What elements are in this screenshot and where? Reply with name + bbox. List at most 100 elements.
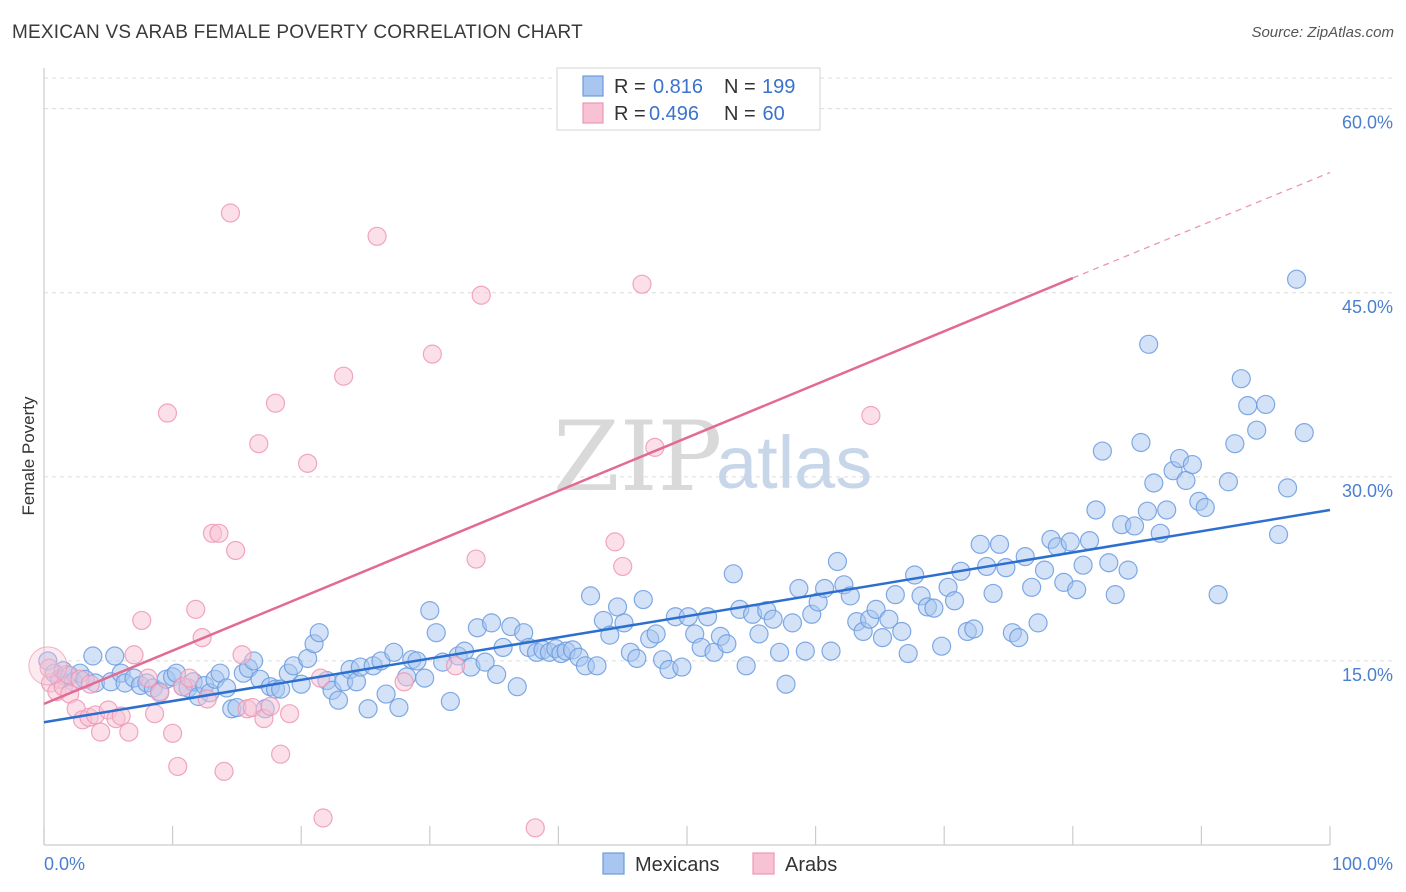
point-mexicans-163 (1060, 532, 1080, 552)
point-mexicans-178 (1157, 500, 1177, 520)
legend-n-value-1: 199 (762, 76, 795, 98)
point-mexicans-189 (1238, 396, 1258, 416)
y-axis-label: Female Poverty (19, 396, 38, 516)
y-tick-label-0: 15.0% (1342, 665, 1393, 685)
point-arabs-38 (271, 744, 291, 764)
point-mexicans-9 (83, 646, 103, 666)
point-arabs-40 (298, 453, 318, 473)
legend-n-value-2: 60 (757, 103, 785, 125)
point-arabs-25 (197, 689, 217, 709)
legend-n-label-2: N = (724, 103, 761, 125)
legend-r-label-1: R = (614, 76, 651, 98)
point-mexicans-148 (964, 619, 984, 639)
point-mexicans-156 (1015, 547, 1035, 567)
point-mexicans-126 (821, 641, 841, 661)
point-arabs-14 (132, 610, 152, 631)
point-mexicans-111 (723, 564, 743, 584)
point-arabs-44 (367, 226, 387, 246)
point-mexicans-181 (1176, 470, 1196, 491)
point-arabs-55 (861, 405, 881, 426)
point-arabs-17 (150, 683, 170, 703)
point-mexicans-46 (309, 623, 329, 643)
point-mexicans-93 (607, 597, 628, 617)
point-arabs-15 (138, 668, 158, 688)
y-tick-labels: 15.0% 30.0% 45.0% 60.0% (1342, 113, 1393, 685)
axes (43, 68, 1331, 846)
point-mexicans-121 (789, 578, 809, 599)
point-mexicans-188 (1231, 369, 1251, 389)
point-arabs-39 (280, 704, 300, 724)
point-arabs-19 (163, 723, 183, 743)
trend-lines (43, 171, 1331, 724)
point-mexicans-166 (1079, 531, 1100, 551)
point-arabs-43 (334, 366, 354, 386)
point-mexicans-57 (376, 684, 396, 704)
point-mexicans-159 (1034, 560, 1055, 580)
point-mexicans-168 (1092, 441, 1112, 461)
point-mexicans-169 (1099, 553, 1119, 573)
point-mexicans-185 (1208, 585, 1228, 605)
point-mexicans-99 (646, 624, 666, 644)
point-mexicans-115 (749, 624, 769, 644)
point-mexicans-137 (892, 621, 912, 642)
point-mexicans-67 (440, 691, 460, 712)
trend-line-mexicans (43, 508, 1331, 724)
point-mexicans-184 (1195, 497, 1215, 518)
point-mexicans-191 (1256, 394, 1276, 415)
point-mexicans-190 (1247, 420, 1267, 440)
point-mexicans-64 (420, 601, 440, 621)
point-mexicans-152 (989, 534, 1010, 554)
point-mexicans-77 (507, 677, 527, 697)
point-cluster-highlight (28, 646, 68, 686)
point-mexicans-165 (1073, 555, 1093, 575)
y-tick-label-2: 45.0% (1342, 297, 1393, 317)
point-mexicans-110 (717, 634, 737, 654)
point-mexicans-170 (1105, 585, 1125, 605)
point-mexicans-151 (983, 583, 1003, 604)
point-mexicans-167 (1086, 500, 1106, 520)
point-arabs-36 (260, 696, 280, 716)
series-arabs (39, 203, 881, 838)
point-mexicans-173 (1124, 516, 1145, 536)
point-mexicans-149 (970, 534, 990, 554)
point-arabs-53 (632, 274, 652, 294)
legend-n-label-1: N = (724, 76, 761, 98)
point-mexicans-49 (328, 690, 349, 710)
point-arabs-22 (179, 668, 199, 688)
point-arabs-18 (157, 403, 178, 423)
point-arabs-11 (111, 706, 131, 726)
point-mexicans-135 (879, 609, 899, 629)
point-mexicans-72 (475, 652, 495, 672)
y-tick-label-1: 30.0% (1342, 481, 1393, 501)
point-arabs-45 (394, 672, 414, 692)
bottom-legend-arabs: Arabs (785, 854, 837, 876)
point-mexicans-182 (1182, 454, 1202, 475)
point-mexicans-119 (776, 674, 796, 694)
trend-line-extension-arabs (1072, 171, 1331, 279)
points-layer (28, 203, 1314, 838)
point-mexicans-138 (898, 643, 918, 664)
bottom-legend-swatch-mexicans (602, 852, 625, 875)
legend-r-value-2: 0.496 (649, 103, 699, 125)
legend-r-value-1: 0.816 (653, 76, 703, 98)
point-mexicans-196 (1139, 334, 1159, 354)
grid (44, 77, 1393, 662)
point-mexicans-134 (872, 628, 893, 648)
point-mexicans-158 (1028, 613, 1048, 633)
point-mexicans-113 (736, 656, 756, 676)
point-arabs-50 (525, 818, 545, 838)
point-mexicans-139 (905, 565, 925, 585)
point-arabs-46 (422, 344, 442, 364)
legend-swatch-mexicans (582, 75, 604, 97)
point-mexicans-133 (866, 599, 886, 619)
point-mexicans-94 (614, 613, 634, 633)
point-mexicans-63 (415, 668, 435, 688)
trend-line-arabs (43, 276, 1074, 706)
point-mexicans-187 (1225, 434, 1245, 454)
point-arabs-13 (124, 645, 144, 665)
point-mexicans-74 (487, 664, 507, 685)
point-mexicans-176 (1144, 473, 1164, 493)
point-mexicans-59 (389, 697, 409, 718)
point-arabs-28 (214, 761, 234, 781)
point-mexicans-11 (105, 646, 125, 666)
